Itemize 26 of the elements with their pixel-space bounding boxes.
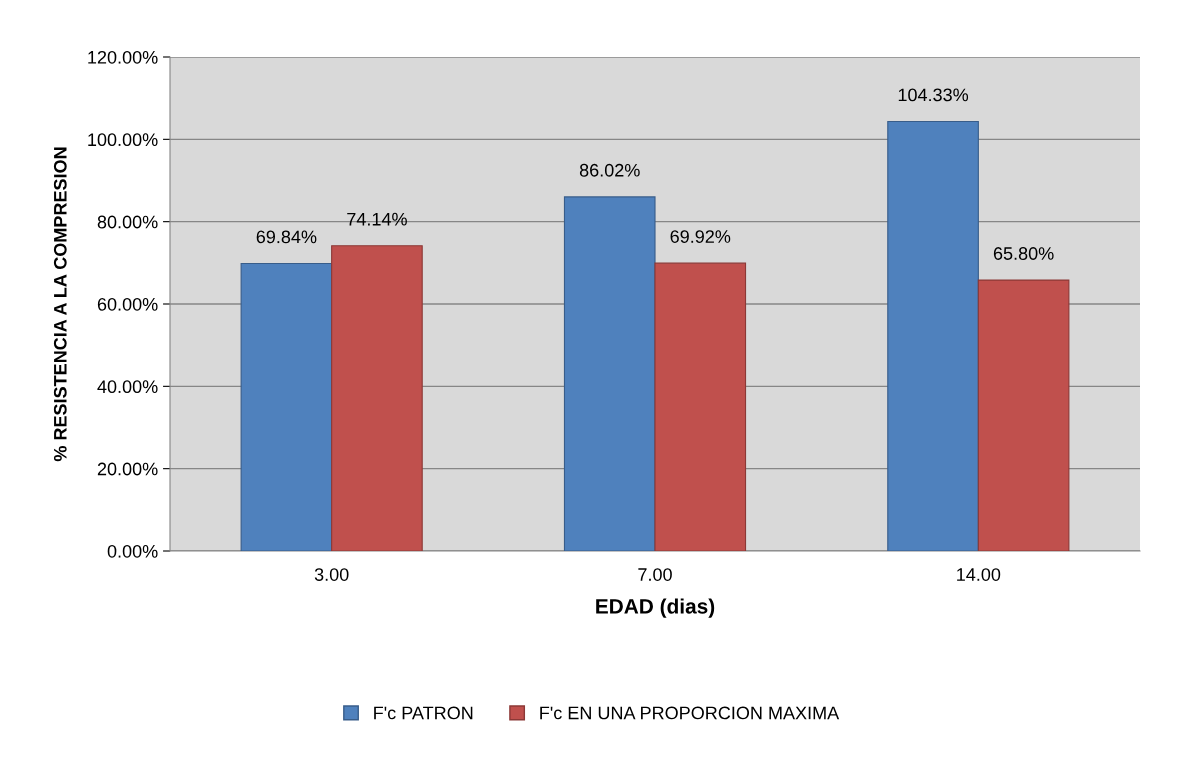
y-tick-label: 0.00%	[107, 544, 158, 558]
y-tick-label: 40.00%	[97, 380, 158, 394]
data-label: 74.14%	[347, 212, 407, 226]
x-axis-title: EDAD (dias)	[596, 598, 715, 618]
y-tick-label: 60.00%	[97, 297, 158, 311]
data-label: 86.02%	[579, 163, 640, 177]
data-label: 65.80%	[993, 247, 1054, 260]
y-axis-title: % RESISTENCIA A LA COMPRESION	[53, 147, 67, 462]
data-label: 69.92%	[670, 230, 731, 243]
bar	[654, 262, 747, 551]
bar	[240, 262, 333, 551]
x-tick-label: 14.00	[957, 568, 1001, 581]
legend-label: F'c PATRON	[374, 706, 473, 720]
bar	[887, 120, 979, 551]
bar	[977, 279, 1070, 551]
x-tick-label: 3.00	[314, 568, 349, 581]
y-tick-label: 80.00%	[97, 215, 158, 229]
y-tick-label: 20.00%	[97, 462, 158, 476]
legend-label: F'c EN UNA PROPORCION MAXIMA	[540, 706, 840, 720]
data-label: 69.84%	[256, 230, 317, 244]
x-tick-label: 7.00	[638, 568, 672, 581]
data-label: 104.33%	[898, 88, 969, 102]
bar	[331, 245, 423, 551]
y-tick-label: 120.00%	[88, 50, 158, 64]
bar	[563, 196, 656, 551]
y-tick-label: 100.00%	[88, 133, 158, 147]
